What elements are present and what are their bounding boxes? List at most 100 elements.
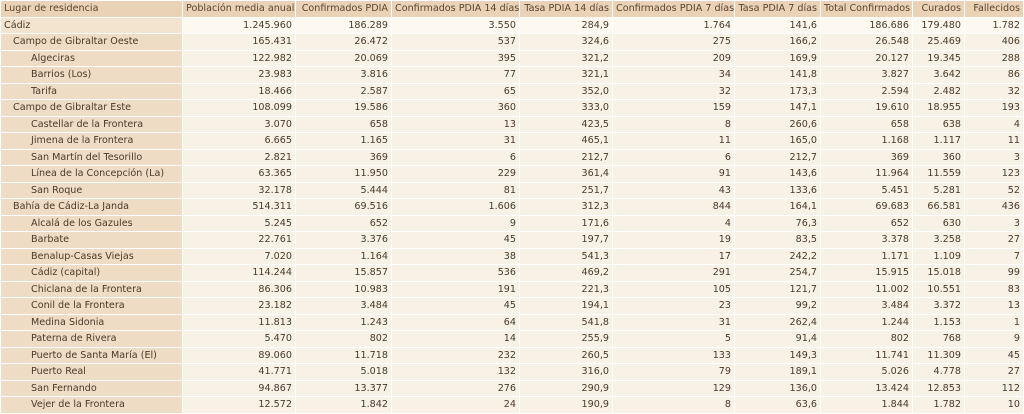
column-header[interactable]: Fallecidos bbox=[965, 1, 1023, 17]
place-name-cell: San Fernando bbox=[1, 380, 182, 396]
value-cell: 212,7 bbox=[520, 149, 612, 165]
value-cell: 11.309 bbox=[913, 347, 964, 363]
value-cell: 15.018 bbox=[913, 265, 964, 281]
value-cell: 9 bbox=[392, 215, 519, 231]
value-cell: 288 bbox=[965, 50, 1023, 66]
value-cell: 1.782 bbox=[913, 397, 964, 413]
value-cell: 423,5 bbox=[520, 116, 612, 132]
value-cell: 38 bbox=[392, 248, 519, 264]
value-cell: 65 bbox=[392, 83, 519, 99]
value-cell: 186.686 bbox=[821, 17, 912, 33]
value-cell: 5.444 bbox=[296, 182, 391, 198]
value-cell: 5.026 bbox=[821, 364, 912, 380]
column-header[interactable]: Confirmados PDIA 14 días bbox=[392, 1, 519, 17]
value-cell: 5 bbox=[613, 331, 734, 347]
value-cell: 260,6 bbox=[735, 116, 820, 132]
value-cell: 91 bbox=[613, 166, 734, 182]
place-name-cell: Barbate bbox=[1, 232, 182, 248]
value-cell: 537 bbox=[392, 34, 519, 50]
value-cell: 395 bbox=[392, 50, 519, 66]
value-cell: 133 bbox=[613, 347, 734, 363]
table-row: Barrios (Los) 23.983 3.816 77 321,1 34 141,8 3.… bbox=[1, 67, 1023, 83]
value-cell: 94.867 bbox=[183, 380, 295, 396]
place-name-cell: Alcalá de los Gazules bbox=[1, 215, 182, 231]
column-header[interactable]: Lugar de residencia bbox=[1, 1, 182, 17]
value-cell: 5.451 bbox=[821, 182, 912, 198]
column-header[interactable]: Tasa PDIA 7 días bbox=[735, 1, 820, 17]
table-row: Vejer de la Frontera 12.572 1.842 24 190,9 8 6… bbox=[1, 397, 1023, 413]
value-cell: 11.964 bbox=[821, 166, 912, 182]
place-name-cell: San Martín del Tesorillo bbox=[1, 149, 182, 165]
place-name-cell: San Roque bbox=[1, 182, 182, 198]
place-name-cell: Cádiz bbox=[1, 17, 182, 33]
table-row: San Fernando 94.867 13.377 276 290,9 129 136,0… bbox=[1, 380, 1023, 396]
value-cell: 86 bbox=[965, 67, 1023, 83]
value-cell: 43 bbox=[613, 182, 734, 198]
value-cell: 5.018 bbox=[296, 364, 391, 380]
value-cell: 22.761 bbox=[183, 232, 295, 248]
value-cell: 99,2 bbox=[735, 298, 820, 314]
column-header[interactable]: Población media anual bbox=[183, 1, 295, 17]
value-cell: 3.642 bbox=[913, 67, 964, 83]
value-cell: 112 bbox=[965, 380, 1023, 396]
value-cell: 197,7 bbox=[520, 232, 612, 248]
value-cell: 15.857 bbox=[296, 265, 391, 281]
value-cell: 19.610 bbox=[821, 100, 912, 116]
value-cell: 149,3 bbox=[735, 347, 820, 363]
header-row: Lugar de residencia Población media anual… bbox=[1, 1, 1023, 17]
table-row: Puerto Real 41.771 5.018 132 316,0 79 189,1 5.0… bbox=[1, 364, 1023, 380]
value-cell: 229 bbox=[392, 166, 519, 182]
value-cell: 768 bbox=[913, 331, 964, 347]
value-cell: 12.853 bbox=[913, 380, 964, 396]
table-row: Barbate 22.761 3.376 45 197,7 19 83,5 3.378 3.25… bbox=[1, 232, 1023, 248]
value-cell: 83,5 bbox=[735, 232, 820, 248]
value-cell: 190,9 bbox=[520, 397, 612, 413]
value-cell: 802 bbox=[296, 331, 391, 347]
value-cell: 12.572 bbox=[183, 397, 295, 413]
place-name-cell: Medina Sidonia bbox=[1, 314, 182, 330]
value-cell: 191 bbox=[392, 281, 519, 297]
column-header[interactable]: Tasa PDIA 14 días bbox=[520, 1, 612, 17]
value-cell: 7 bbox=[965, 248, 1023, 264]
value-cell: 291 bbox=[613, 265, 734, 281]
value-cell: 221,3 bbox=[520, 281, 612, 297]
column-header[interactable]: Curados bbox=[913, 1, 964, 17]
value-cell: 369 bbox=[821, 149, 912, 165]
value-cell: 19 bbox=[613, 232, 734, 248]
column-header[interactable]: Confirmados PDIA 7 días bbox=[613, 1, 734, 17]
value-cell: 66.581 bbox=[913, 199, 964, 215]
value-cell: 17 bbox=[613, 248, 734, 264]
value-cell: 536 bbox=[392, 265, 519, 281]
value-cell: 4 bbox=[965, 116, 1023, 132]
value-cell: 32 bbox=[613, 83, 734, 99]
value-cell: 5.245 bbox=[183, 215, 295, 231]
value-cell: 2.821 bbox=[183, 149, 295, 165]
value-cell: 24 bbox=[392, 397, 519, 413]
value-cell: 13.377 bbox=[296, 380, 391, 396]
place-name-cell: Castellar de la Frontera bbox=[1, 116, 182, 132]
value-cell: 143,6 bbox=[735, 166, 820, 182]
value-cell: 254,7 bbox=[735, 265, 820, 281]
value-cell: 251,7 bbox=[520, 182, 612, 198]
column-header[interactable]: Confirmados PDIA bbox=[296, 1, 391, 17]
value-cell: 11 bbox=[965, 133, 1023, 149]
value-cell: 1.165 bbox=[296, 133, 391, 149]
place-name-cell: Campo de Gibraltar Este bbox=[1, 100, 182, 116]
value-cell: 11.718 bbox=[296, 347, 391, 363]
column-header[interactable]: Total Confirmados bbox=[821, 1, 912, 17]
table-row: Puerto de Santa María (El) 89.060 11.718 23… bbox=[1, 347, 1023, 363]
value-cell: 212,7 bbox=[735, 149, 820, 165]
value-cell: 179.480 bbox=[913, 17, 964, 33]
value-cell: 165.431 bbox=[183, 34, 295, 50]
table-row: Campo de Gibraltar Este 108.099 19.586 360 3… bbox=[1, 100, 1023, 116]
table-row: San Roque 32.178 5.444 81 251,7 43 133,6 5.451 5… bbox=[1, 182, 1023, 198]
value-cell: 242,2 bbox=[735, 248, 820, 264]
value-cell: 11.559 bbox=[913, 166, 964, 182]
value-cell: 173,3 bbox=[735, 83, 820, 99]
place-name-cell: Conil de la Frontera bbox=[1, 298, 182, 314]
value-cell: 166,2 bbox=[735, 34, 820, 50]
value-cell: 658 bbox=[821, 116, 912, 132]
table-row: Castellar de la Frontera 3.070 658 13 423,5 8… bbox=[1, 116, 1023, 132]
value-cell: 25.469 bbox=[913, 34, 964, 50]
value-cell: 13.424 bbox=[821, 380, 912, 396]
